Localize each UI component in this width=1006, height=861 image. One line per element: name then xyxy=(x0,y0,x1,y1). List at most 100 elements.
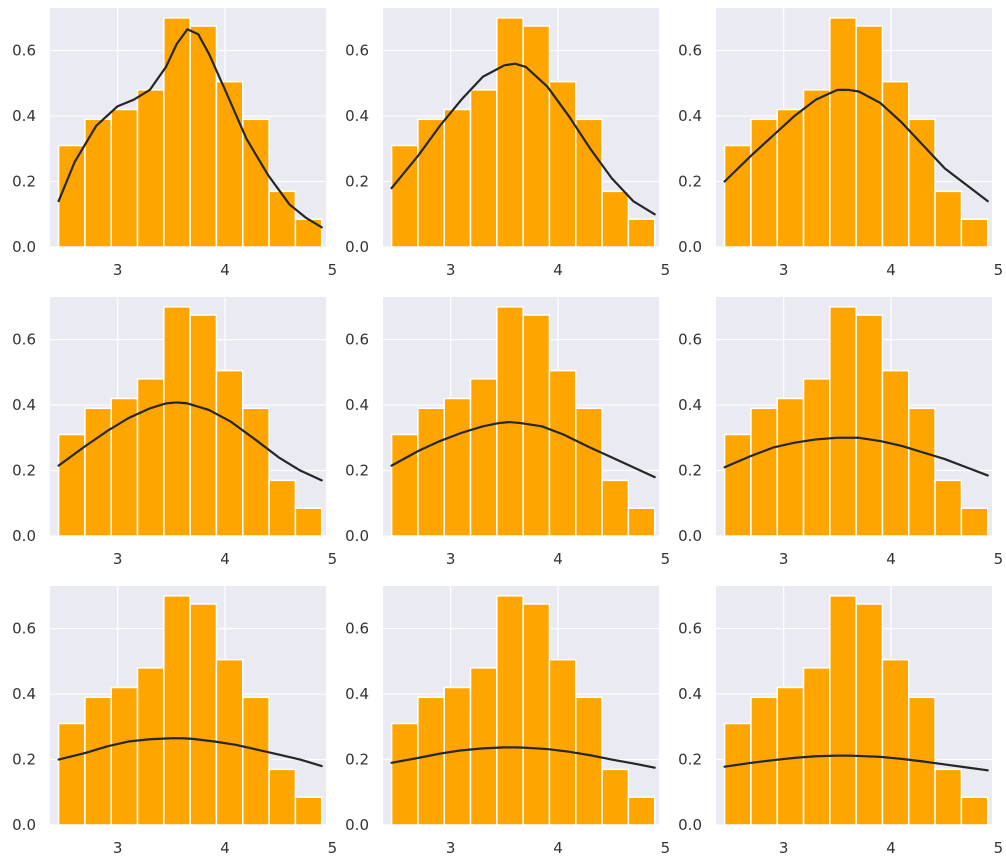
histogram-bar xyxy=(627,796,656,826)
histogram-bar xyxy=(84,696,112,826)
x-tick-label: 4 xyxy=(886,261,896,279)
histogram-bar xyxy=(522,314,551,537)
y-tick-label: 0.4 xyxy=(678,107,702,125)
histogram-bar xyxy=(575,118,603,248)
histogram-bar xyxy=(469,89,498,248)
y-tick-label: 0.0 xyxy=(12,816,36,834)
histogram-bar xyxy=(57,433,86,537)
histogram-bar xyxy=(390,433,419,537)
histogram-bar xyxy=(855,25,884,248)
histogram-bar xyxy=(110,397,139,537)
y-tick-label: 0.2 xyxy=(12,173,36,191)
histogram-bar xyxy=(750,407,778,537)
x-tick-label: 5 xyxy=(661,839,671,857)
histogram-bar xyxy=(908,407,936,537)
histogram-bar xyxy=(776,686,805,826)
histogram-bar xyxy=(829,17,857,248)
histogram-bar xyxy=(548,658,577,826)
x-tick-label: 4 xyxy=(886,839,896,857)
histogram-bar xyxy=(855,314,884,537)
histogram-bar xyxy=(189,603,218,826)
x-tick-label: 5 xyxy=(661,550,671,568)
histogram-bar xyxy=(136,89,165,248)
histogram-bar xyxy=(934,768,963,826)
histogram-bar xyxy=(136,667,165,826)
y-tick-label: 0.0 xyxy=(345,816,369,834)
histogram-bar xyxy=(390,722,419,826)
y-tick-label: 0.4 xyxy=(12,685,36,703)
x-tick-label: 5 xyxy=(994,550,1004,568)
histogram-bar xyxy=(855,603,884,826)
y-tick-label: 0.6 xyxy=(345,42,369,60)
subplot-4: 0.0 0.2 0.4 0.6 3 4 5 xyxy=(12,297,337,568)
histogram-bar xyxy=(84,407,112,537)
x-tick-label: 3 xyxy=(446,550,456,568)
density-curve xyxy=(390,420,656,479)
histogram-bar xyxy=(417,118,445,248)
histogram-bar xyxy=(110,108,139,248)
x-tick-label: 4 xyxy=(220,261,230,279)
histogram-bar xyxy=(627,507,656,537)
y-tick-label: 0.4 xyxy=(678,396,702,414)
density-curve xyxy=(390,62,656,216)
histogram-bar xyxy=(627,218,656,248)
histogram-bar xyxy=(601,768,630,826)
y-tick-label: 0.6 xyxy=(678,620,702,638)
histogram-bar xyxy=(242,407,270,537)
x-tick-label: 4 xyxy=(220,550,230,568)
histogram-bar xyxy=(934,479,963,537)
subplot-9: 0.0 0.2 0.4 0.6 3 4 5 xyxy=(678,586,1003,857)
histogram-bar xyxy=(294,507,323,537)
x-tick-label: 5 xyxy=(994,261,1004,279)
x-tick-label: 5 xyxy=(328,261,338,279)
histogram-bar xyxy=(908,118,936,248)
histogram-bar xyxy=(548,369,577,537)
histogram-bar xyxy=(496,17,524,248)
y-tick-label: 0.0 xyxy=(678,816,702,834)
y-tick-label: 0.4 xyxy=(12,107,36,125)
x-tick-label: 3 xyxy=(446,839,456,857)
histogram-bar xyxy=(294,218,323,248)
y-tick-label: 0.6 xyxy=(678,331,702,349)
histogram-bar xyxy=(469,378,498,537)
x-tick-label: 5 xyxy=(328,839,338,857)
density-curve xyxy=(723,436,989,477)
x-tick-label: 3 xyxy=(779,261,789,279)
y-tick-label: 0.2 xyxy=(678,462,702,480)
density-curve xyxy=(57,401,323,482)
y-tick-label: 0.0 xyxy=(678,238,702,256)
histogram-bar xyxy=(881,658,910,826)
density-curve xyxy=(723,88,989,203)
x-tick-label: 3 xyxy=(779,839,789,857)
histogram-bar xyxy=(57,144,86,248)
histogram-bar xyxy=(776,397,805,537)
histogram-bar xyxy=(776,108,805,248)
y-tick-label: 0.2 xyxy=(345,173,369,191)
density-curve xyxy=(57,28,323,229)
density-curve xyxy=(390,746,656,769)
histogram-bar xyxy=(960,218,989,248)
histogram-bar xyxy=(136,378,165,537)
y-tick-label: 0.4 xyxy=(345,396,369,414)
histogram-bar xyxy=(443,397,472,537)
y-tick-label: 0.0 xyxy=(345,238,369,256)
histogram-bar xyxy=(802,89,831,248)
y-tick-label: 0.6 xyxy=(345,620,369,638)
x-tick-label: 3 xyxy=(113,261,123,279)
histogram-bar xyxy=(881,369,910,537)
density-curve xyxy=(723,754,989,772)
y-tick-label: 0.0 xyxy=(678,527,702,545)
histogram-bar xyxy=(881,80,910,248)
histogram-bar xyxy=(242,696,270,826)
x-tick-label: 4 xyxy=(553,839,563,857)
histogram-bar xyxy=(57,722,86,826)
histogram-bar xyxy=(268,479,297,537)
subplot-5: 0.0 0.2 0.4 0.6 3 4 5 xyxy=(345,297,670,568)
histogram-bar xyxy=(723,144,752,248)
histogram-bar xyxy=(575,407,603,537)
histogram-bar xyxy=(723,433,752,537)
histogram-bar xyxy=(163,17,191,248)
histogram-bar xyxy=(443,108,472,248)
histogram-bar xyxy=(163,306,191,537)
